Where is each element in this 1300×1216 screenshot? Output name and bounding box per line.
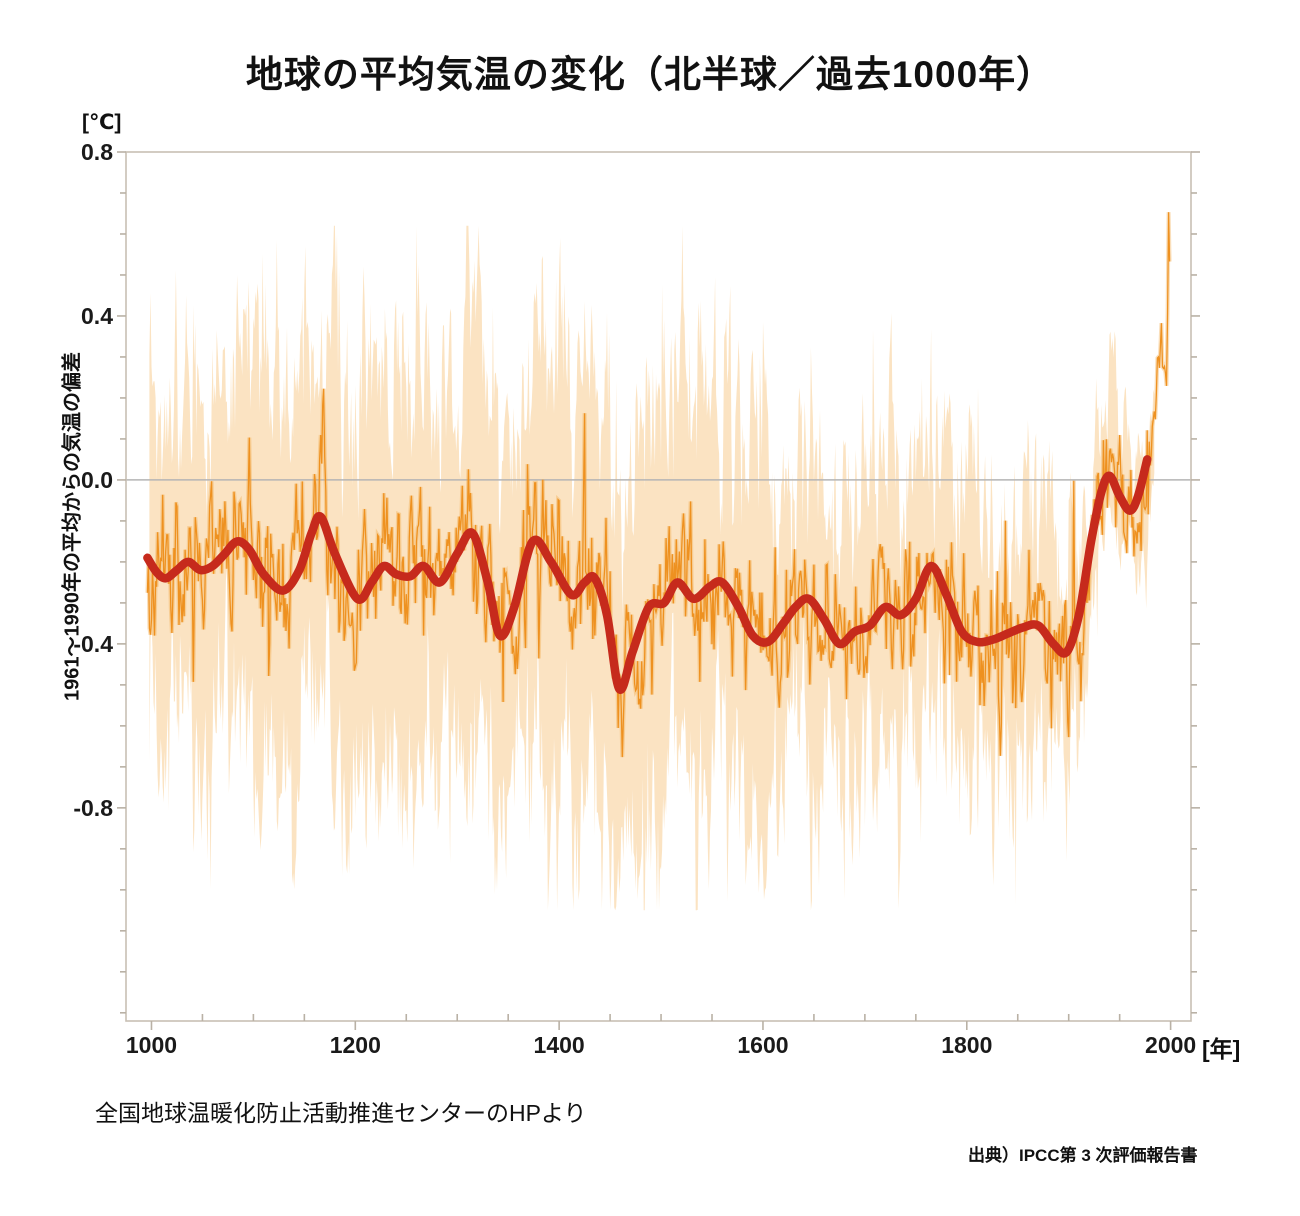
y-tick-label: 0.0 bbox=[81, 467, 113, 493]
annual-series-line bbox=[146, 212, 1171, 758]
source-note: 出典）IPCC第 3 次評価報告書 bbox=[968, 1146, 1198, 1165]
chart-title: 地球の平均気温の変化（北半球／過去1000年） bbox=[245, 54, 1055, 95]
y-tick-label: 0.8 bbox=[81, 139, 113, 165]
x-tick-label: 2000 bbox=[1145, 1032, 1196, 1058]
uncertainty-band bbox=[149, 225, 1155, 911]
y-tick-label: -0.4 bbox=[73, 631, 113, 657]
axis-ticks: 0.8 0.4 0.0 -0.4 -0.8 1000 1200 1400 1600 1800 200… bbox=[73, 139, 1200, 1058]
y-tick-label: -0.8 bbox=[73, 795, 113, 821]
plot-border bbox=[125, 151, 1192, 1022]
x-tick-label: 1200 bbox=[330, 1032, 381, 1058]
x-tick-label: 1800 bbox=[941, 1032, 992, 1058]
x-tick-label: 1400 bbox=[534, 1032, 585, 1058]
x-tick-label: 1000 bbox=[126, 1032, 177, 1058]
x-axis-unit-label: [年] bbox=[1202, 1036, 1241, 1062]
y-axis-unit-label: [℃] bbox=[82, 111, 122, 134]
smoothed-series-line bbox=[143, 455, 1152, 694]
credit-caption: 全国地球温暖化防止活動推進センターのHPより bbox=[95, 1100, 587, 1126]
y-tick-label: 0.4 bbox=[81, 303, 113, 329]
x-tick-label: 1600 bbox=[737, 1032, 788, 1058]
